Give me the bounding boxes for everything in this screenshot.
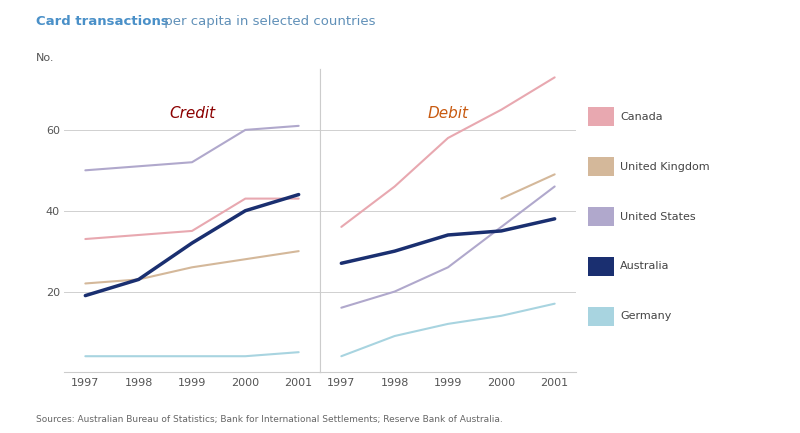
Text: Card transactions: Card transactions [36,15,169,28]
Text: Debit: Debit [427,106,469,121]
Text: United States: United States [620,211,696,222]
Text: Australia: Australia [620,261,670,271]
Text: Canada: Canada [620,112,662,122]
Text: Germany: Germany [620,311,671,321]
Text: per capita in selected countries: per capita in selected countries [160,15,375,28]
Text: No.: No. [36,53,54,63]
Text: Sources: Australian Bureau of Statistics; Bank for International Settlements; Re: Sources: Australian Bureau of Statistics… [36,415,502,424]
Text: United Kingdom: United Kingdom [620,162,710,172]
Text: Credit: Credit [169,106,215,121]
